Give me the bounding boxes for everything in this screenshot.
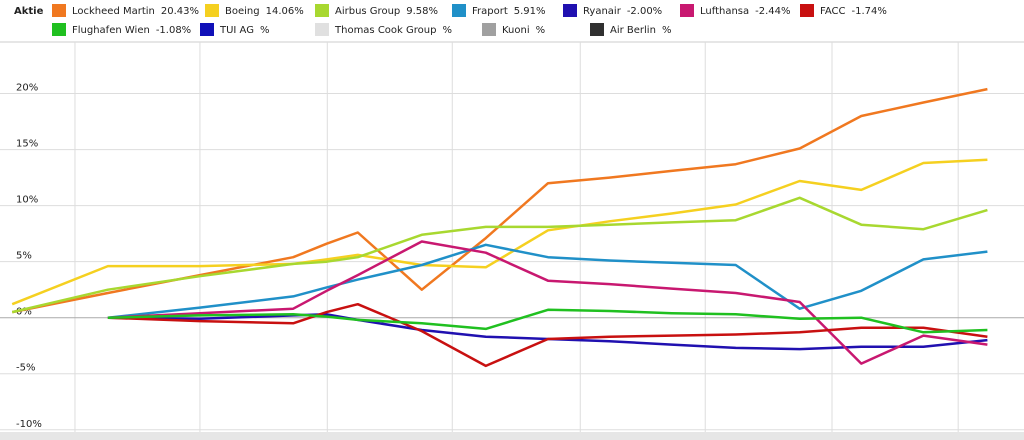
legend-value: 20.43% (161, 6, 199, 17)
y-tick-label: 20% (16, 83, 38, 94)
legend-item: Kuoni% (482, 23, 545, 36)
y-tick-label: 10% (16, 195, 38, 206)
series-line (107, 240, 988, 365)
y-tick-label: 15% (16, 139, 38, 150)
legend-label: Ryanair (583, 6, 622, 17)
legend-swatch (315, 23, 329, 36)
legend-swatch (452, 4, 466, 17)
legend-value: 9.58% (406, 6, 438, 17)
legend-swatch (200, 23, 214, 36)
legend-label: Flughafen Wien (72, 25, 150, 36)
legend-swatch (315, 4, 329, 17)
legend-label: Lockheed Martin (72, 6, 155, 17)
series-line (11, 158, 988, 306)
legend-value: -1.08% (156, 25, 191, 36)
y-tick-label: -5% (16, 363, 35, 374)
series-line (107, 313, 988, 351)
legend-value: % (442, 25, 452, 36)
y-tick-label: 5% (16, 251, 32, 262)
legend-item: Boeing 14.06% (205, 4, 304, 17)
legend-swatch (52, 4, 66, 17)
grid: -10% -5% 0% 5% 10% 15% 20% (0, 41, 1024, 432)
lines (11, 87, 988, 368)
legend-swatch (205, 4, 219, 17)
legend-item: Airbus Group 9.58% (315, 4, 438, 17)
legend-value: 5.91% (514, 6, 546, 17)
series-line (11, 196, 988, 314)
legend-swatch (590, 23, 604, 36)
legend-value: -2.44% (755, 6, 790, 17)
legend-value: -1.74% (851, 6, 886, 17)
legend-item: Thomas Cook Group% (315, 23, 452, 36)
series-line (107, 308, 988, 334)
legend-value: % (662, 25, 672, 36)
legend-label: Airbus Group (335, 6, 400, 17)
y-tick-label: -10% (16, 419, 42, 430)
legend-title: Aktie (14, 6, 44, 17)
legend-item: Air Berlin% (590, 23, 671, 36)
legend-item: Lockheed Martin 20.43% (52, 4, 199, 17)
legend-label: Fraport (472, 6, 508, 17)
y-tick-label: 0% (16, 307, 32, 318)
legend-item: Flughafen Wien -1.08% (52, 23, 191, 36)
legend-label: FACC (820, 6, 845, 17)
legend-item: Fraport 5.91% (452, 4, 546, 17)
legend-swatch (800, 4, 814, 17)
legend-swatch (680, 4, 694, 17)
legend-value: -2.00% (627, 6, 662, 17)
legend-item: Lufthansa -2.44% (680, 4, 791, 17)
legend-swatch (482, 23, 496, 36)
legend-swatch (563, 4, 577, 17)
series-line (107, 302, 988, 368)
legend-label: Air Berlin (610, 25, 656, 36)
series-line (107, 243, 988, 319)
legend-value: % (260, 25, 270, 36)
legend-label: Boeing (225, 6, 260, 17)
legend-item: Ryanair -2.00% (563, 4, 662, 17)
legend-label: Kuoni (502, 25, 530, 36)
legend-item: TUI AG% (200, 23, 270, 36)
legend-value: 14.06% (266, 6, 304, 17)
legend-swatch (52, 23, 66, 36)
legend-label: Lufthansa (700, 6, 749, 17)
legend-label: Thomas Cook Group (334, 25, 436, 36)
legend: Aktie Lockheed Martin 20.43% Boeing 14.06% A… (14, 4, 887, 36)
legend-item: FACC -1.74% (800, 4, 887, 17)
series-line (11, 87, 988, 314)
scrollbar (0, 432, 1024, 440)
legend-label: TUI AG (219, 25, 254, 36)
legend-value: % (536, 25, 546, 36)
